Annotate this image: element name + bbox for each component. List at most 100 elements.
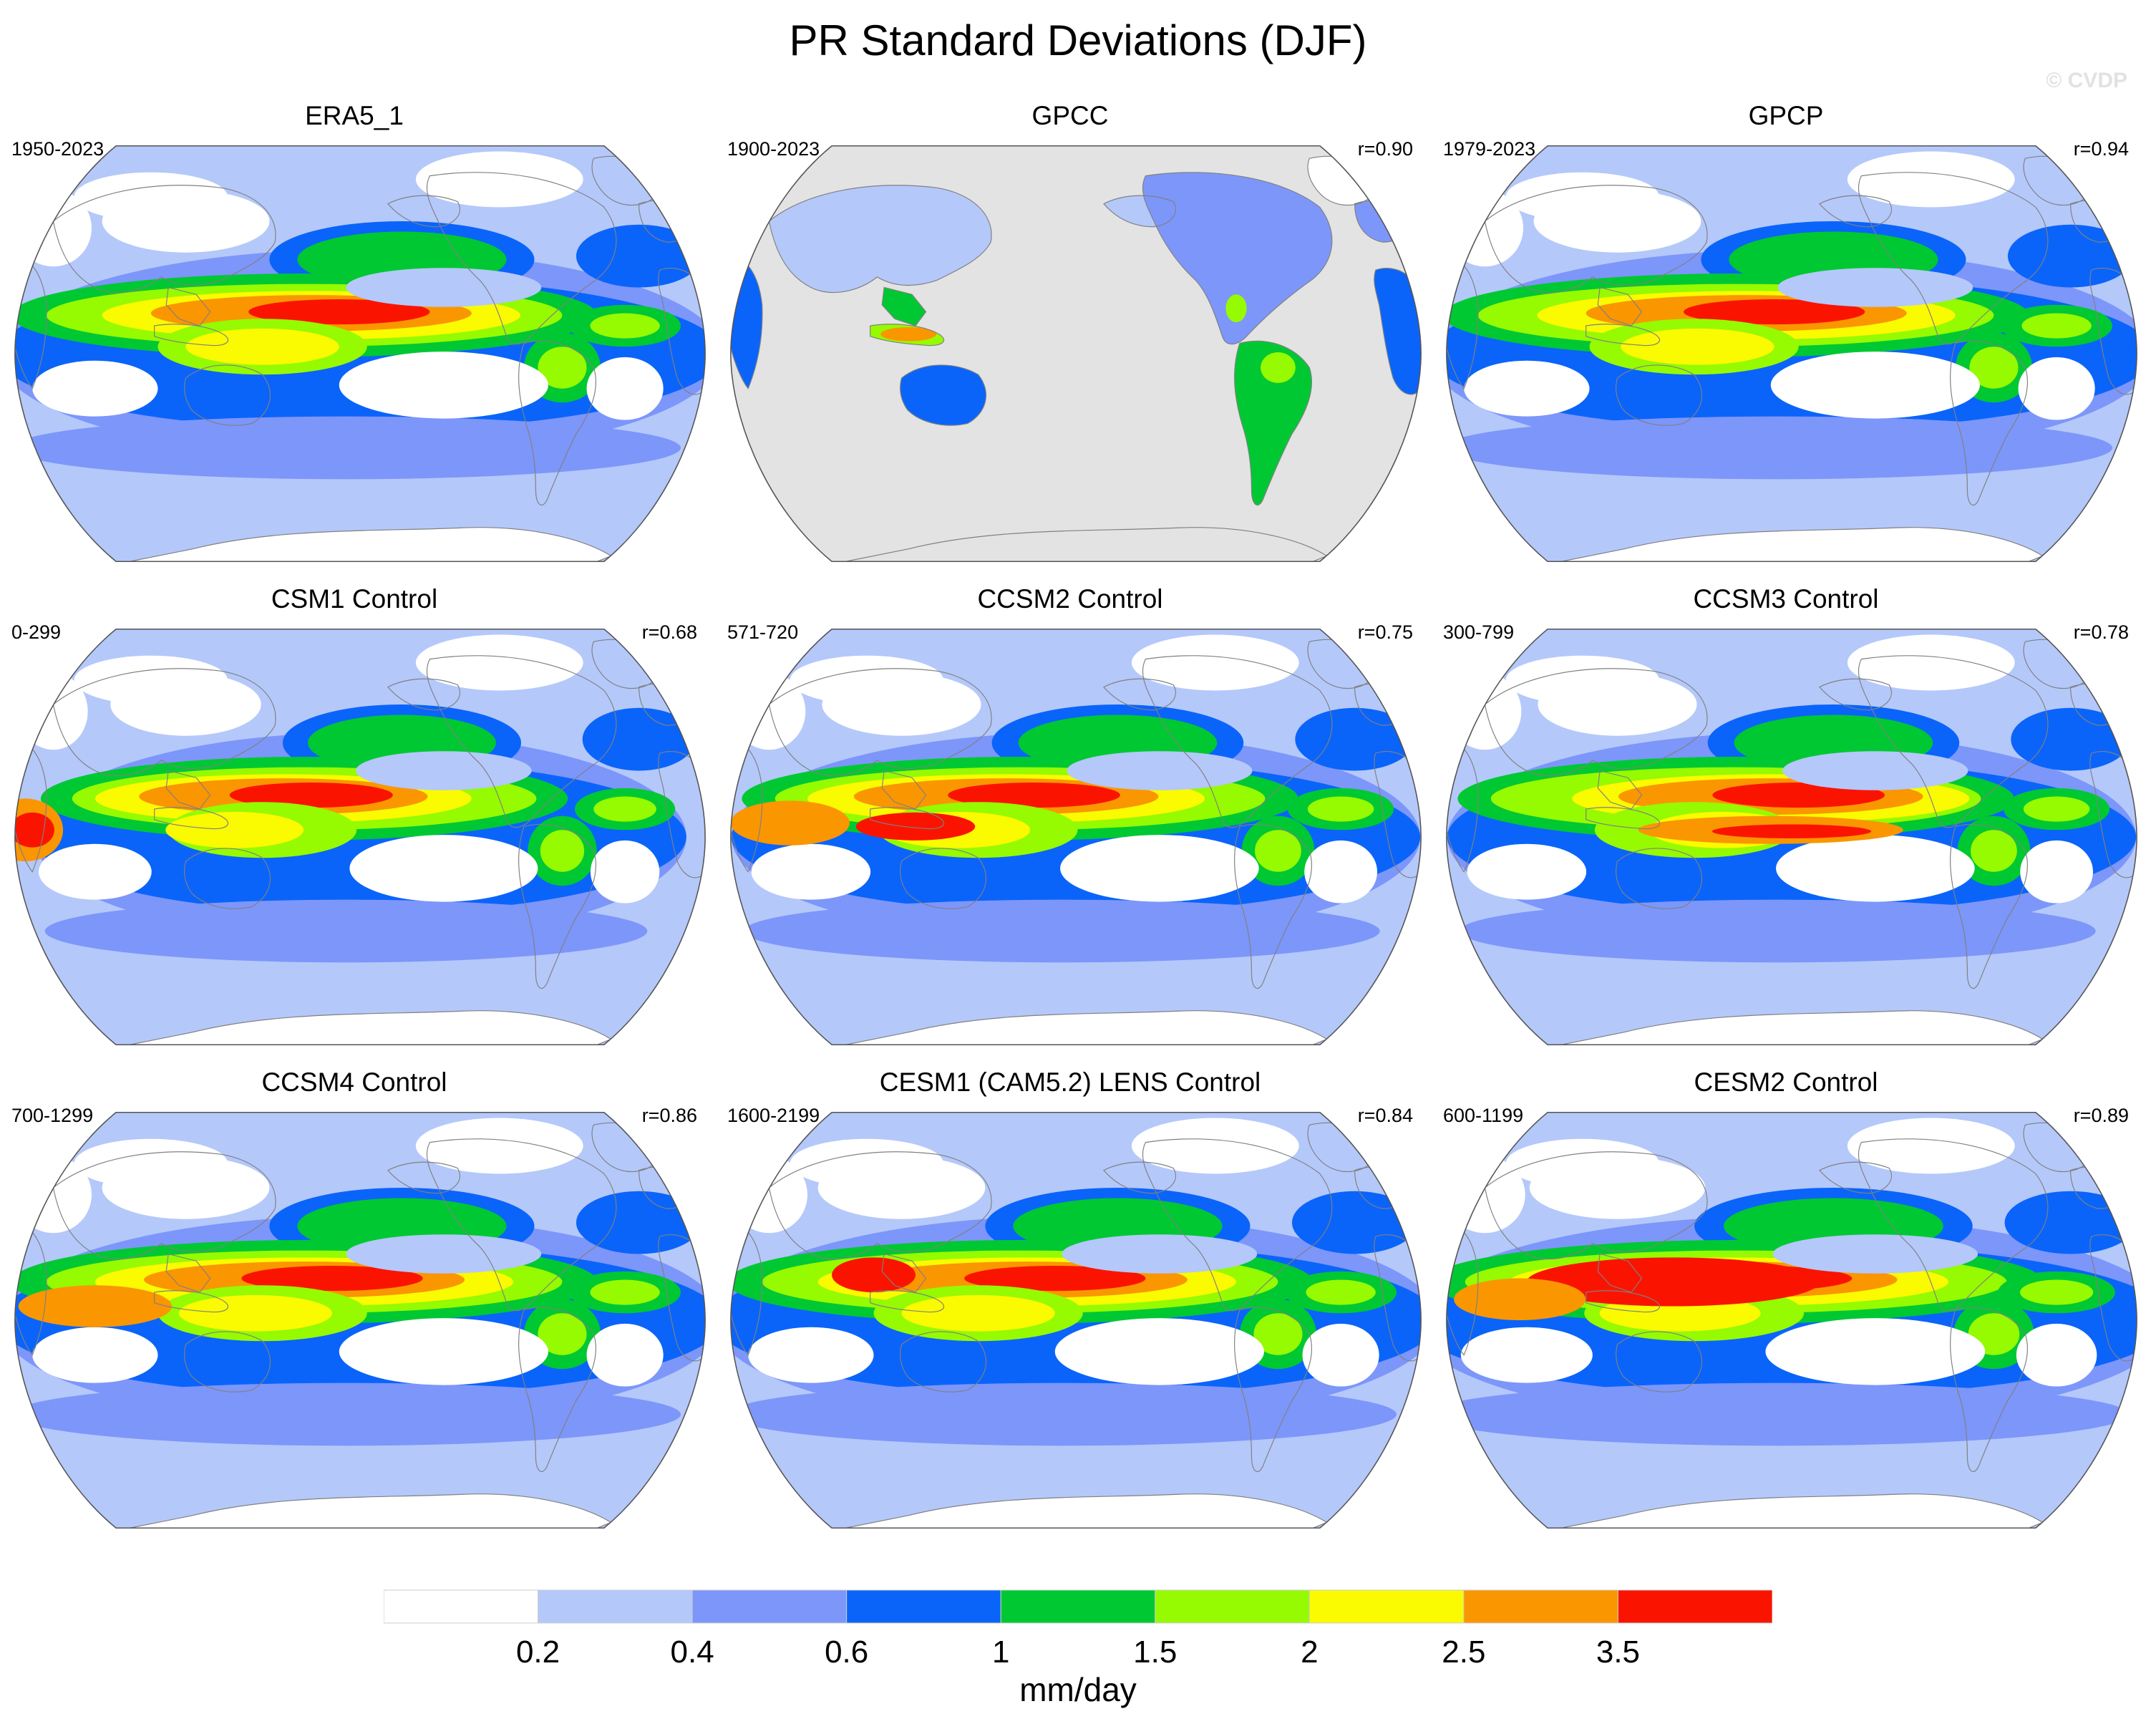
coastline	[1858, 1138, 2049, 1312]
antarctica	[1561, 1493, 2043, 1529]
coastline	[1597, 286, 1643, 326]
coastline	[52, 668, 276, 777]
colorbar-tick-label: 2	[1301, 1634, 1319, 1670]
coastline	[1819, 678, 1892, 711]
cvdp-watermark: © CVDP	[2046, 69, 2127, 92]
colorbar-tick-label: 0.2	[515, 1634, 560, 1670]
map-outline	[14, 145, 706, 563]
panel-title: CESM1 (CAM5.2) LENS Control	[879, 1067, 1261, 1097]
precip-contour	[586, 1323, 664, 1387]
precip-field	[730, 629, 1422, 1045]
coastline	[387, 678, 460, 711]
colorbar-units: mm/day	[1019, 1671, 1137, 1708]
precip-contour	[2023, 796, 2090, 822]
coastline	[1586, 324, 1661, 347]
colorbar-tick-label: 1	[991, 1634, 1010, 1670]
coastline	[1616, 848, 1703, 909]
coastline	[154, 1290, 229, 1313]
coastline	[730, 258, 763, 389]
precip-contour	[1505, 1138, 1659, 1188]
coastline	[900, 848, 987, 909]
coastline	[1586, 807, 1661, 830]
precip-contour	[582, 707, 696, 771]
world-map	[14, 628, 706, 1046]
antarctica	[845, 1010, 1327, 1045]
panel-title: ERA5_1	[305, 101, 404, 130]
panel-period: 700-1299	[11, 1105, 94, 1126]
coastline	[52, 185, 276, 294]
precip-contour	[415, 634, 583, 691]
precip-contour	[44, 899, 648, 963]
coastline	[1819, 1161, 1892, 1194]
colorbar-boxes	[384, 1589, 1772, 1624]
precip-contour	[74, 172, 228, 221]
precip-contour	[1770, 352, 1980, 419]
figure-title: PR Standard Deviations (DJF)	[789, 16, 1367, 64]
colorbar-tick-label: 1.5	[1133, 1634, 1177, 1670]
colorbar-box	[846, 1589, 1001, 1624]
coastline	[387, 1161, 460, 1194]
precip-contour	[2018, 357, 2095, 420]
coastline	[730, 1224, 763, 1356]
precip-contour	[248, 299, 430, 325]
precip-contour	[18, 1285, 173, 1327]
precip-contour	[1621, 328, 1774, 365]
coastline	[1234, 1307, 1312, 1473]
precip-contour	[1765, 1318, 1986, 1385]
precip-contour	[14, 416, 681, 480]
map-panel: GPCP 1979-2023 r=0.94	[1432, 100, 2140, 573]
precip-contour	[165, 811, 304, 848]
coastline	[1950, 823, 2028, 989]
panel-pattern-correlation: r=0.78	[2073, 621, 2129, 643]
precip-contour	[1131, 1118, 1299, 1174]
coastline	[184, 364, 271, 426]
world-map	[14, 145, 706, 563]
precip-contour	[1772, 1234, 1978, 1274]
coastline	[1446, 258, 1479, 389]
coastline	[130, 1010, 612, 1045]
coastline	[900, 1331, 987, 1393]
precip-contour	[1467, 843, 1587, 900]
map-outline	[14, 1111, 706, 1529]
coastline	[14, 1224, 47, 1356]
coastline	[154, 324, 229, 347]
coastline	[518, 340, 596, 506]
coastline	[14, 258, 47, 389]
precip-contour	[744, 899, 1380, 963]
precip-contour	[74, 1138, 228, 1188]
coastline	[1561, 1493, 2044, 1529]
colorbar-box	[1308, 1589, 1465, 1624]
coastline	[1858, 172, 2049, 345]
precip-contour	[2019, 1279, 2094, 1305]
precip-contour	[1446, 416, 2113, 480]
precip-contour	[2004, 1191, 2137, 1254]
map-panel: CCSM2 Control 571-720 r=0.75	[716, 583, 1424, 1056]
world-map	[730, 628, 1422, 1046]
precip-contour	[1446, 1382, 2130, 1446]
precip-contour	[1295, 707, 1414, 771]
colorbar-tick-label: 0.6	[825, 1634, 869, 1670]
colorbar-box	[1155, 1589, 1310, 1624]
precip-contour	[2011, 707, 2130, 771]
colorbar-box	[384, 1589, 539, 1624]
map-outline	[1446, 145, 2137, 563]
precip-contour	[2007, 224, 2134, 288]
antarctica	[845, 527, 1327, 562]
coastline	[130, 527, 612, 562]
map-outline	[730, 145, 1422, 563]
precip-contour	[1304, 840, 1378, 904]
panel-title: CCSM4 Control	[261, 1067, 447, 1097]
precip-field	[730, 1112, 1422, 1529]
coastline	[768, 668, 992, 777]
precip-contour	[1067, 751, 1253, 790]
coastlines	[14, 639, 706, 1045]
world-map	[730, 1111, 1422, 1529]
colorbar-box	[1463, 1589, 1618, 1624]
precip-contour	[1302, 1323, 1379, 1387]
coastline	[1142, 1138, 1333, 1312]
panel-period: 1600-2199	[727, 1105, 820, 1126]
coastline	[768, 185, 992, 294]
coastline	[1484, 1151, 1708, 1260]
panel-period: 300-799	[1443, 621, 1515, 643]
coastline	[900, 364, 987, 426]
